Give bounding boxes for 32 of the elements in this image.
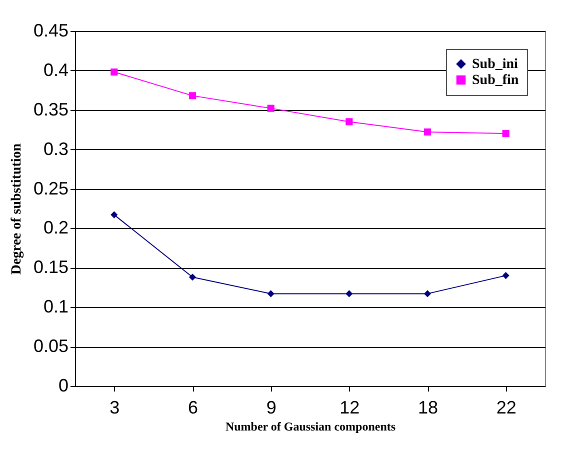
point [267,104,274,112]
y-tick-label: 0.45 [33,20,68,40]
x-axis-title: Number of Gaussian components [225,420,396,434]
legend-label: Sub_ini [472,57,518,72]
x-tick-label: 9 [266,398,276,418]
y-tick-label: 0.15 [33,257,68,278]
point [188,274,196,281]
y-axis-title: Degree of substitution [9,143,24,275]
y-tick-label: 0.35 [33,99,68,120]
point [424,128,432,136]
x-tick-label: 18 [418,398,438,418]
x-tick-label: 22 [496,398,516,418]
y-tick-label: 0.4 [43,60,68,80]
point [346,118,353,126]
y-tick-label: 0 [58,376,68,396]
x-tick-label: 3 [110,398,120,418]
point [502,272,510,280]
y-tick-label: 0.1 [43,296,68,317]
y-tick-label: 0.05 [33,336,68,356]
y-tick-label: 0.3 [43,138,68,159]
point [502,130,510,138]
point [110,68,118,76]
y-tick-label: 0.25 [33,178,68,198]
point [346,290,353,298]
point [267,290,274,298]
x-tick-label: 6 [188,398,198,418]
point [424,290,432,298]
point [110,211,118,218]
legend-label: Sub_fin [472,73,519,88]
x-tick-label: 12 [340,398,360,418]
point [188,92,196,100]
y-tick-label: 0.2 [43,218,68,238]
